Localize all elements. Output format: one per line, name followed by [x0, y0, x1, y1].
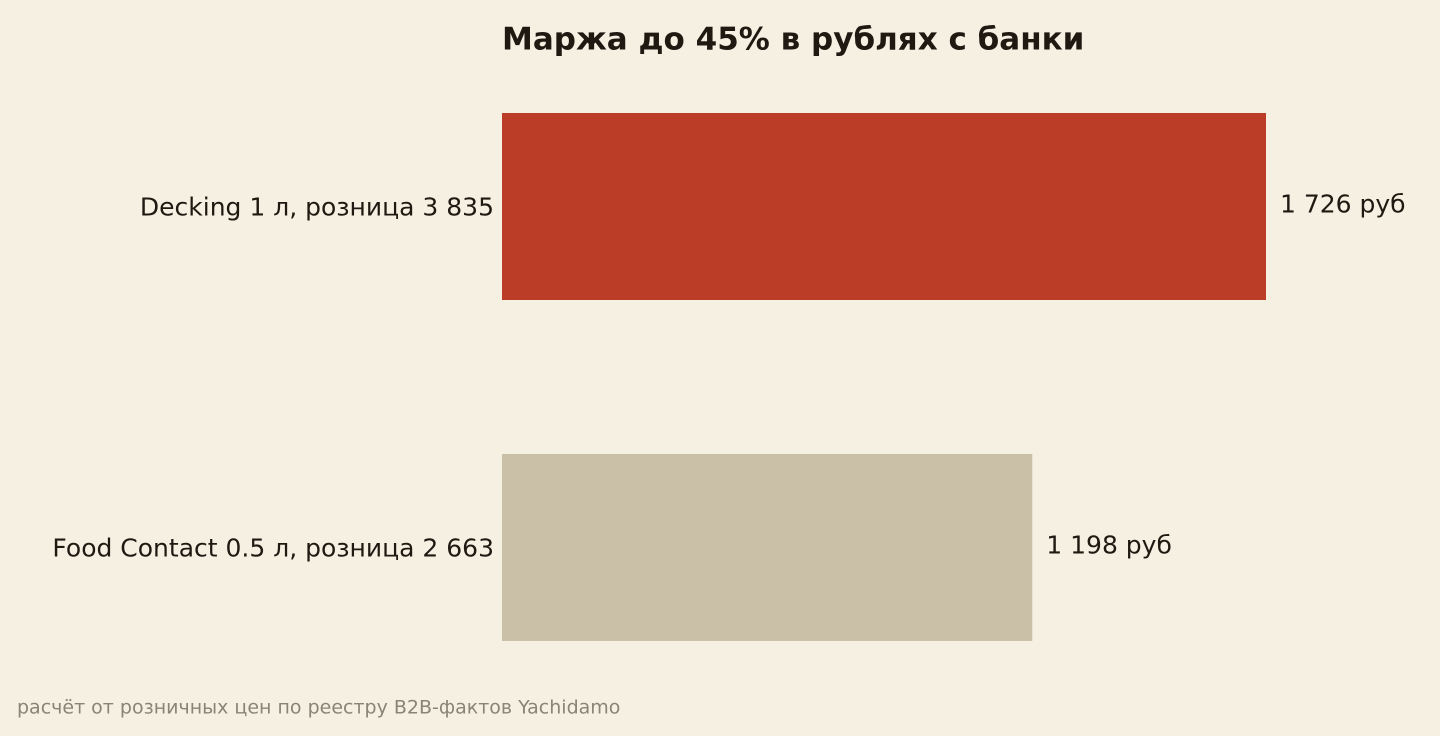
chart-note: расчёт от розничных цен по реестру B2B-ф…: [17, 697, 620, 719]
value-label: 1 726 руб: [1280, 190, 1406, 219]
chart-title: Маржа до 45% в рублях с банки: [502, 22, 1084, 58]
bar: [502, 454, 1033, 641]
category-label: Decking 1 л, розница 3 835: [140, 193, 494, 222]
value-label: 1 198 руб: [1046, 531, 1172, 560]
category-label: Food Contact 0.5 л, розница 2 663: [52, 534, 494, 563]
bar: [502, 113, 1266, 300]
